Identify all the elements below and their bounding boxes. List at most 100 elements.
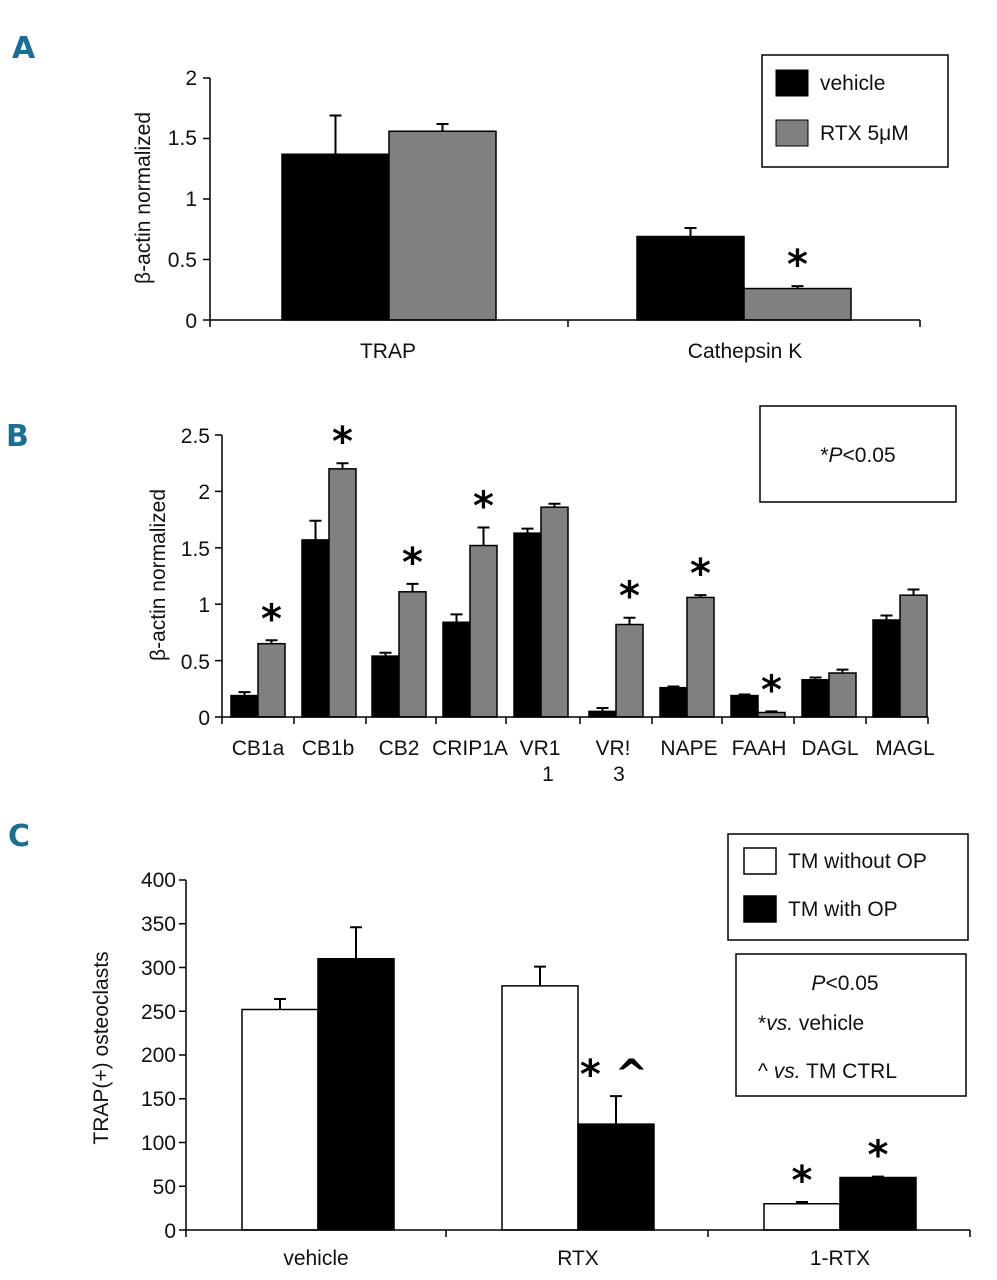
panel-letter-c: C xyxy=(8,819,30,854)
x-category-label: RTX xyxy=(557,1247,599,1270)
bar-a-1-1 xyxy=(281,153,390,321)
bar-b-1-2 xyxy=(301,539,330,718)
error-bar xyxy=(596,706,609,712)
error-bar xyxy=(684,227,697,237)
x-category-label: FAAH xyxy=(732,737,787,760)
panel-c-y-axis-label: TRAP(+) osteoclasts xyxy=(90,951,113,1144)
error-bar xyxy=(880,614,893,620)
error-bar xyxy=(791,285,804,289)
bar-c-1-2 xyxy=(501,985,579,1231)
bar-b-2-7 xyxy=(686,596,715,718)
error-bar xyxy=(336,462,349,469)
significance-mark: * xyxy=(619,574,640,620)
significance-mark: * xyxy=(332,419,353,465)
y-tick-label: 1.5 xyxy=(168,127,197,150)
panel-b-note: *P<0.05 xyxy=(759,405,957,503)
stat-line-vehicle: *vs. vehicle xyxy=(758,1012,864,1035)
error-bar xyxy=(796,1201,808,1204)
panel-c-axes xyxy=(179,879,971,1237)
bar-a-2-1 xyxy=(388,130,497,321)
y-tick-label: 2 xyxy=(185,67,197,90)
x-category-label: DAGL xyxy=(801,737,858,760)
significance-mark: * xyxy=(261,596,282,642)
x-category-label: VR! xyxy=(595,737,630,760)
panel-b-x-labels: CB1a CB1b CB2 CRIP1A VR1 1 VR! 3 NAPE FA… xyxy=(232,737,935,786)
y-tick-label: 0.5 xyxy=(168,249,197,272)
x-category-label: MAGL xyxy=(875,737,935,760)
bar-b-2-4 xyxy=(469,544,498,718)
y-tick-label: 100 xyxy=(141,1132,176,1155)
legend-label: TM without OP xyxy=(788,850,927,873)
legend-label: vehicle xyxy=(820,72,885,95)
bar-c-2-1 xyxy=(317,958,395,1231)
stat-line-p: P<0.05 xyxy=(811,972,878,995)
error-bar xyxy=(406,582,419,592)
significance-mark: * xyxy=(787,242,808,288)
x-category-label: 3 xyxy=(613,763,625,786)
note-box xyxy=(759,405,957,503)
bar-b-1-10 xyxy=(872,619,901,718)
x-category-label: CB1b xyxy=(302,737,355,760)
error-bar xyxy=(907,588,920,596)
error-bar xyxy=(274,998,286,1010)
panel-letter-b: B xyxy=(6,419,29,454)
x-category-label: NAPE xyxy=(660,737,717,760)
legend-swatch-rtx xyxy=(775,119,809,147)
significance-mark: * xyxy=(690,551,711,597)
bar-a-1-2 xyxy=(636,235,745,321)
y-tick-label: 0 xyxy=(164,1220,176,1243)
y-tick-label: 50 xyxy=(153,1176,176,1199)
error-bar xyxy=(667,685,680,688)
error-bar xyxy=(238,691,251,696)
bar-b-2-5 xyxy=(540,506,569,718)
error-bar xyxy=(534,965,546,986)
y-tick-label: 0 xyxy=(185,310,197,333)
panel-b-axes xyxy=(215,434,929,724)
x-category-label: vehicle xyxy=(283,1247,348,1270)
y-tick-label: 1 xyxy=(185,188,197,211)
error-bar xyxy=(436,122,449,132)
panel-a-legend: vehicle RTX 5μM xyxy=(761,54,949,168)
bar-b-1-6 xyxy=(588,710,617,718)
error-bar xyxy=(265,639,278,644)
error-bar xyxy=(694,594,707,598)
x-category-label: 1-RTX xyxy=(810,1247,870,1270)
panel-a-y-ticks: 0 0.5 1 1.5 2 xyxy=(168,67,197,333)
y-tick-label: 400 xyxy=(141,869,176,892)
error-bar xyxy=(738,693,751,696)
stat-line-ctrl: ^ vs. TM CTRL xyxy=(758,1060,897,1083)
bar-c-2-3 xyxy=(839,1176,917,1231)
error-bar xyxy=(379,651,392,657)
bar-c-1-3 xyxy=(763,1203,841,1231)
bar-b-2-1 xyxy=(257,642,286,718)
bar-b-1-7 xyxy=(659,686,688,718)
legend-label: TM with OP xyxy=(788,898,898,921)
bar-b-2-3 xyxy=(398,591,427,718)
bar-c-2-2 xyxy=(577,1123,655,1231)
panel-b: B β-actin normalized 0 0.5 1 1.5 2 2.5 *… xyxy=(6,405,957,786)
x-category-label: Cathepsin K xyxy=(688,340,802,363)
x-category-label: CB1a xyxy=(232,737,285,760)
y-tick-label: 350 xyxy=(141,913,176,936)
bar-c-1-1 xyxy=(241,1008,319,1231)
bar-b-1-8 xyxy=(730,694,759,718)
panel-letter-a: A xyxy=(12,31,36,66)
panel-c-bars: * ^ * * xyxy=(241,926,917,1231)
error-bar xyxy=(350,926,362,959)
significance-mark: * xyxy=(868,1133,889,1179)
error-bar xyxy=(809,676,822,680)
panel-c-y-ticks: 0 50 100 150 200 250 300 350 400 xyxy=(141,869,176,1243)
x-category-label: 1 xyxy=(542,763,554,786)
panel-b-y-axis-label: β-actin normalized xyxy=(147,489,170,661)
y-tick-label: 300 xyxy=(141,957,176,980)
bar-b-2-2 xyxy=(328,468,357,718)
error-bar xyxy=(623,616,636,625)
error-bar xyxy=(836,668,849,674)
legend-swatch-with-op xyxy=(743,895,777,923)
legend-swatch-without-op xyxy=(743,847,777,875)
legend-label: RTX 5μM xyxy=(820,122,909,145)
stat-box xyxy=(735,953,967,1097)
panel-a-y-axis-label: β-actin normalized xyxy=(132,112,155,284)
panel-b-bars: * * * * * * * xyxy=(230,419,928,718)
